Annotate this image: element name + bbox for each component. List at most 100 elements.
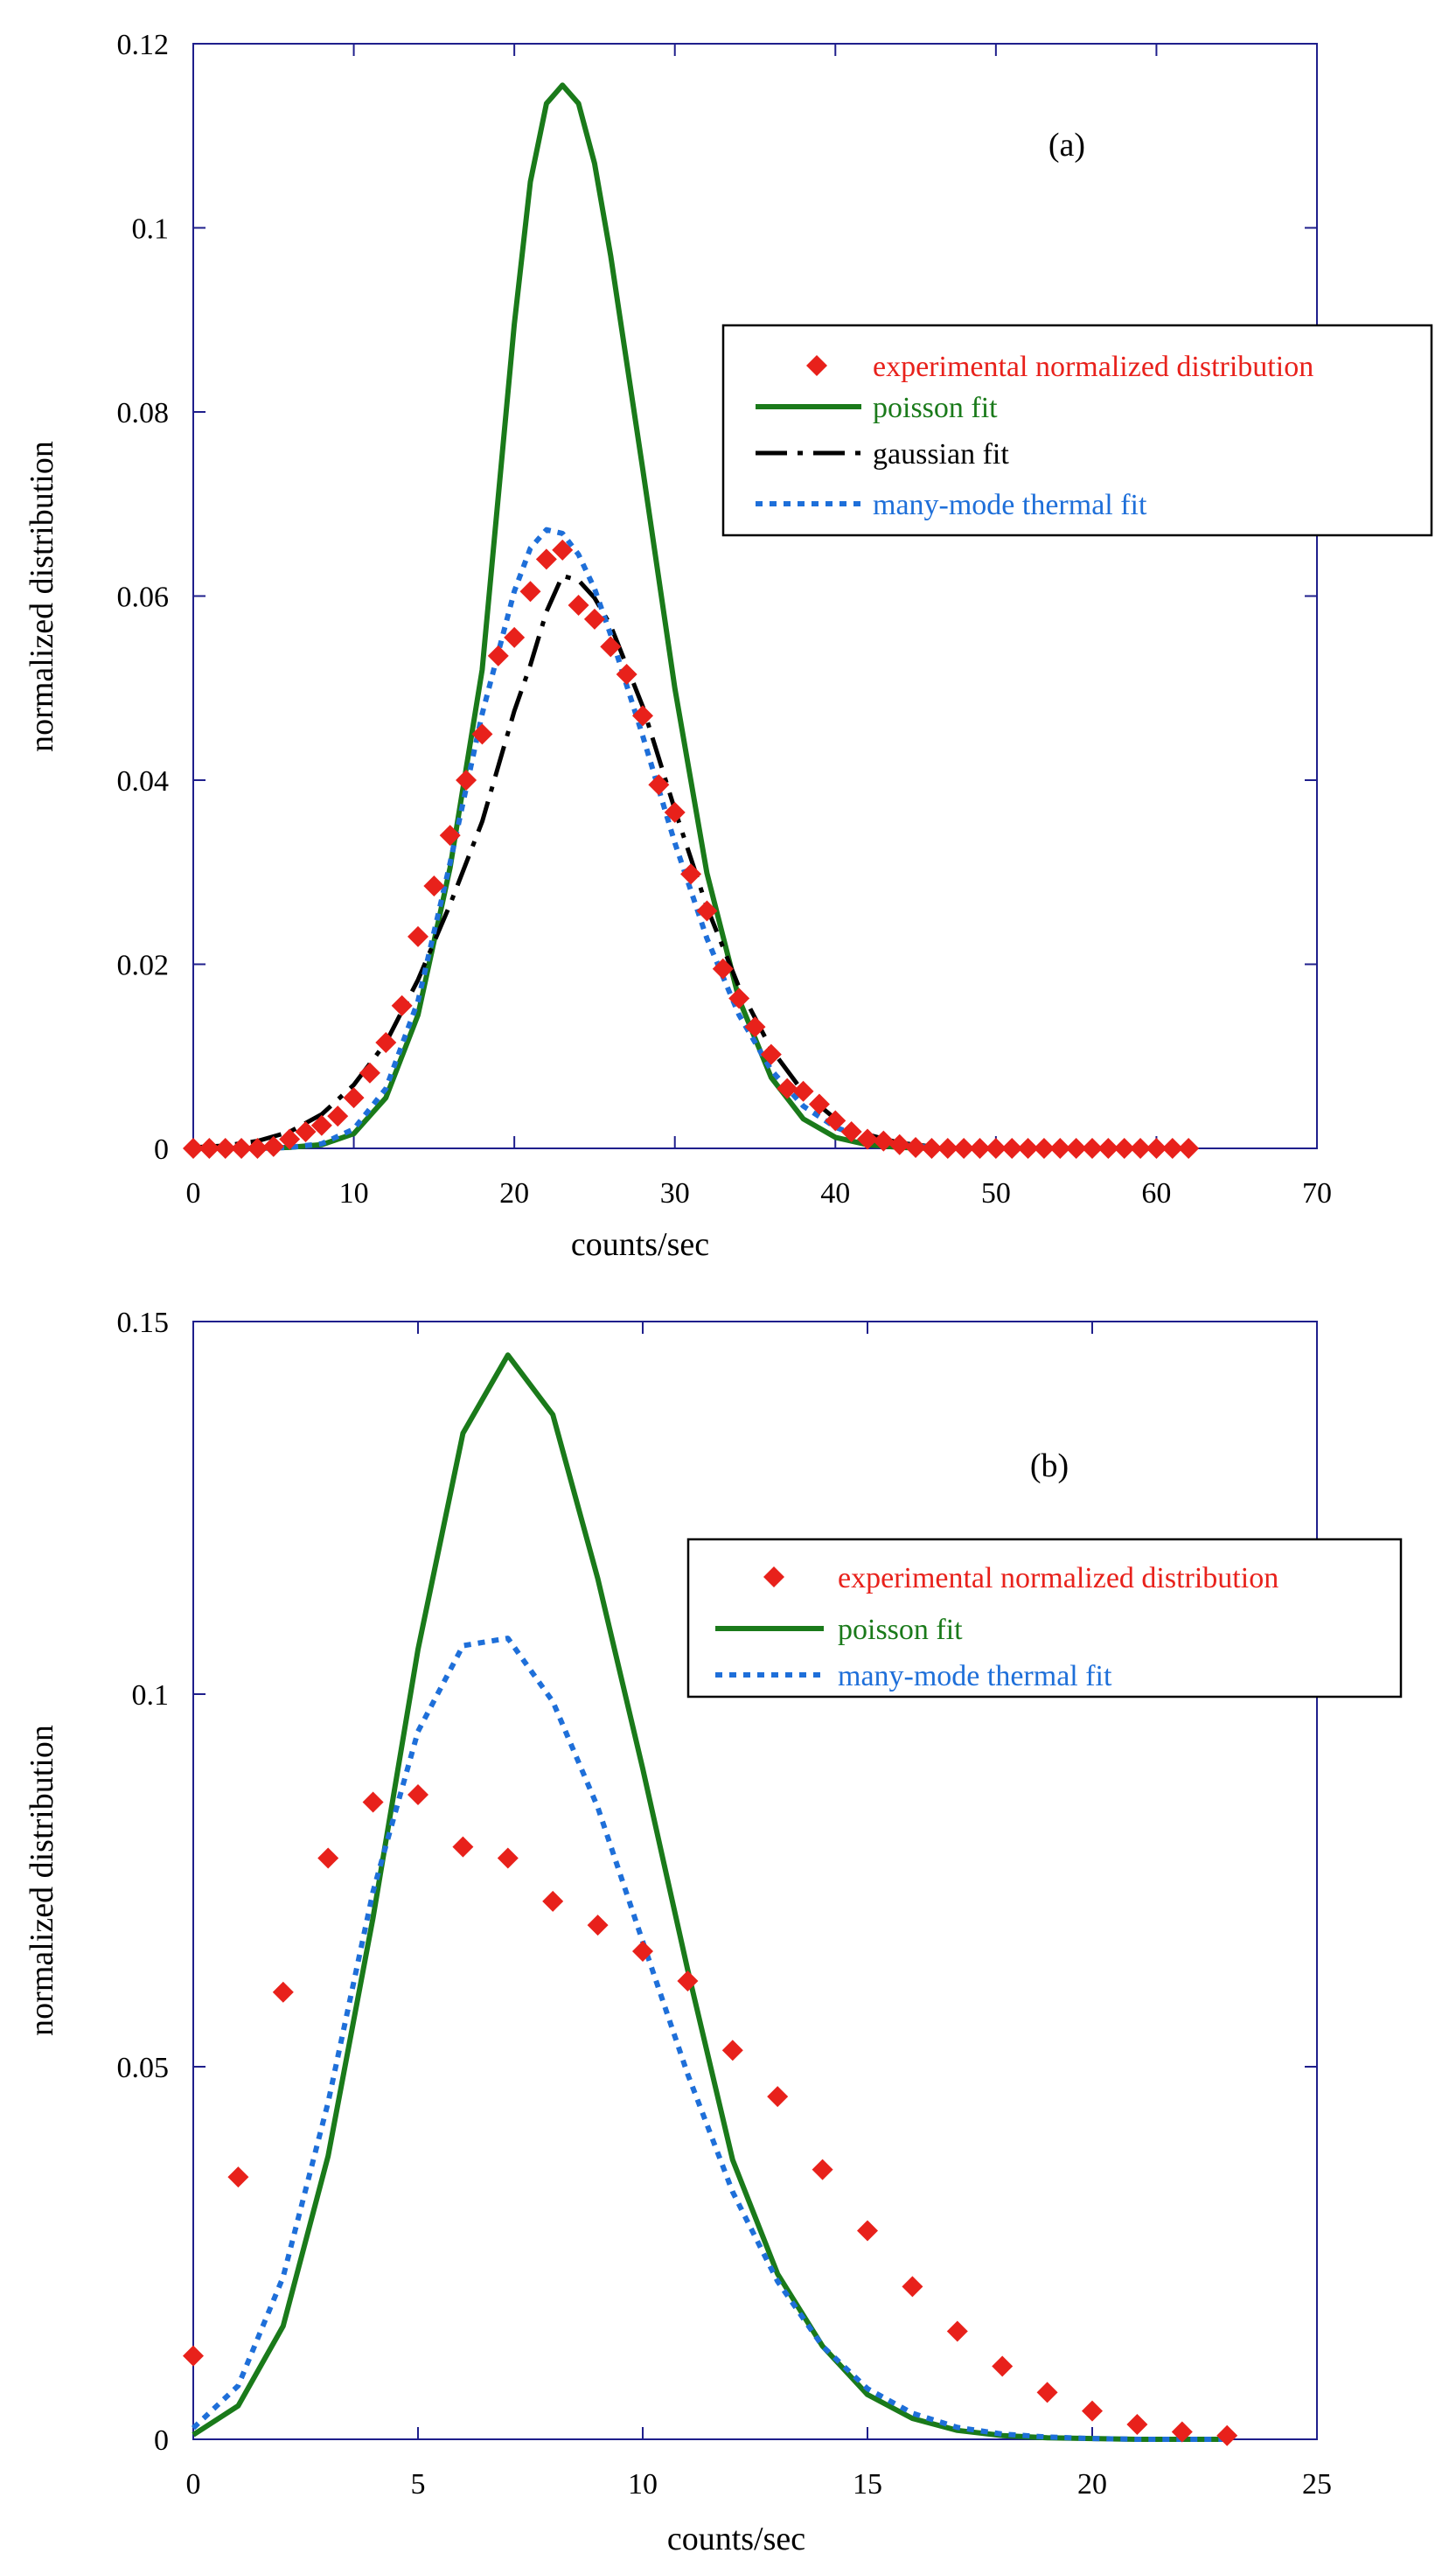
data-point-experimental [408, 1784, 428, 1806]
data-point-experimental [247, 1138, 268, 1159]
series-line-manymode-b [191, 1636, 1228, 2442]
data-point-experimental [632, 705, 653, 727]
series-line-poisson-b [192, 1352, 1228, 2442]
panel-label-b: (b) [1030, 1447, 1069, 1484]
x-tick-label: 0 [186, 1177, 201, 1210]
x-tick-label: 60 [1141, 1177, 1171, 1210]
series-line-manymode-a [193, 527, 932, 1151]
panel-label-a: (a) [1048, 127, 1085, 164]
legend-box-a [721, 324, 1433, 537]
x-tick-label: 25 [1302, 2468, 1332, 2501]
data-point-experimental [888, 1134, 910, 1155]
data-point-experimental [471, 723, 493, 745]
series-layer-b [183, 1352, 1238, 2446]
data-point-experimental [1082, 2400, 1103, 2422]
data-point-experimental [825, 1110, 846, 1132]
data-point-experimental [1113, 1138, 1135, 1159]
data-point-experimental [873, 1130, 895, 1152]
data-point-experimental [921, 1138, 943, 1159]
legend-label-poisson-b: poisson fit [838, 1614, 963, 1646]
legend-entry-gaussian-a: gaussian fit [756, 438, 1009, 471]
data-point-experimental [1126, 2413, 1148, 2435]
y-tick-label: 0.15 [117, 1307, 170, 1339]
x-tick-label: 10 [628, 2468, 658, 2501]
y-axis-label-b: normalized distribution [24, 1725, 60, 2036]
data-point-experimental [1001, 1138, 1023, 1159]
data-point-experimental [696, 900, 718, 922]
data-point-experimental [391, 994, 413, 1016]
x-axis-ticks-a: 0 10 20 30 40 50 60 70 [186, 44, 1332, 1210]
data-point-experimental [1082, 1138, 1103, 1159]
data-point-experimental [362, 1791, 384, 1813]
data-point-experimental [1178, 1138, 1200, 1159]
data-point-experimental [408, 925, 428, 947]
legend-marker-experimental-a [806, 355, 827, 376]
data-point-experimental [272, 1981, 294, 2003]
data-point-experimental [214, 1138, 236, 1159]
data-point-experimental [648, 774, 670, 796]
x-tick-label: 50 [981, 1177, 1011, 1210]
data-point-experimental [1097, 1138, 1119, 1159]
data-point-experimental [552, 539, 574, 561]
data-point-experimental [1171, 2421, 1193, 2443]
y-tick-label: 0 [154, 1134, 169, 1166]
data-point-experimental [375, 1031, 397, 1053]
data-point-experimental [857, 2220, 878, 2242]
legend-label-experimental-a: experimental normalized distribution [873, 351, 1313, 383]
legend-entry-thermal-a: many-mode thermal fit [756, 489, 1147, 521]
y-tick-label: 0.05 [117, 2052, 170, 2084]
x-axis-label-b: counts/sec [667, 2521, 805, 2557]
data-point-experimental [199, 1138, 220, 1159]
data-point-experimental [423, 875, 445, 897]
x-tick-label: 70 [1302, 1177, 1332, 1210]
legend-entry-experimental-b: experimental normalized distribution [763, 1562, 1278, 1594]
series-line-gaussian-a [192, 573, 932, 1150]
data-point-experimental [664, 801, 686, 823]
data-point-experimental [227, 2166, 249, 2188]
y-axis-ticks-b: 0 0.05 0.1 0.15 [117, 1307, 1317, 2457]
data-point-experimental [812, 2159, 833, 2180]
data-point-experimental [728, 987, 750, 1009]
data-point-experimental [1146, 1138, 1167, 1159]
data-point-experimental [840, 1121, 862, 1143]
legend-entry-thermal-b: many-mode thermal fit [715, 1660, 1112, 1692]
data-point-experimental [953, 1138, 975, 1159]
data-point-experimental [519, 581, 541, 603]
data-point-experimental [937, 1138, 958, 1159]
data-point-experimental [946, 2320, 968, 2342]
data-point-experimental [327, 1106, 349, 1127]
y-tick-label: 0.1 [132, 1679, 170, 1712]
y-tick-label: 0 [154, 2424, 169, 2457]
data-point-experimental [1049, 1138, 1071, 1159]
series-experimental-a [183, 539, 1200, 1159]
data-point-experimental [1161, 1138, 1183, 1159]
data-point-experimental [497, 1847, 519, 1869]
chart-panel-a: 0 0.02 0.04 0.06 0.08 0.1 0.12 0 10 20 30 40 50 60 70… [24, 29, 1433, 1263]
data-point-experimental [680, 863, 702, 885]
data-point-experimental [295, 1121, 317, 1143]
data-point-experimental [535, 548, 557, 570]
data-point-experimental [616, 663, 637, 685]
data-point-experimental [721, 2040, 743, 2061]
data-point-experimental [587, 1915, 609, 1936]
data-point-experimental [452, 1836, 474, 1858]
plot-area-frame-a [192, 43, 1318, 1149]
data-point-experimental [677, 1971, 699, 1992]
x-tick-label: 5 [411, 2468, 426, 2501]
data-point-experimental [600, 636, 622, 658]
data-point-experimental [857, 1128, 878, 1150]
y-axis-label-a: normalized distribution [24, 441, 60, 752]
legend-box-b [686, 1538, 1403, 1699]
data-point-experimental [343, 1087, 365, 1109]
data-point-experimental [542, 1890, 564, 1912]
data-point-experimental [1017, 1138, 1039, 1159]
data-point-experimental [767, 2086, 789, 2108]
data-point-experimental [504, 626, 526, 648]
series-experimental-b [183, 1784, 1238, 2446]
data-point-experimental [359, 1062, 380, 1084]
legend-b: experimental normalized distribution poi… [686, 1538, 1403, 1699]
series-layer-a [183, 82, 1200, 1159]
legend-entry-experimental-a: experimental normalized distribution [806, 351, 1313, 383]
y-tick-label: 0.06 [117, 582, 170, 614]
data-point-experimental [439, 825, 461, 847]
